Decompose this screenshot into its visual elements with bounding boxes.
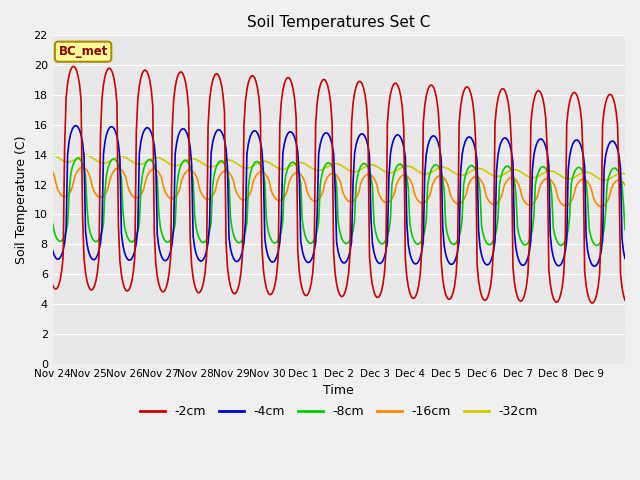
Y-axis label: Soil Temperature (C): Soil Temperature (C) <box>15 135 28 264</box>
Title: Soil Temperatures Set C: Soil Temperatures Set C <box>247 15 431 30</box>
Legend: -2cm, -4cm, -8cm, -16cm, -32cm: -2cm, -4cm, -8cm, -16cm, -32cm <box>134 400 543 423</box>
Text: BC_met: BC_met <box>58 45 108 58</box>
X-axis label: Time: Time <box>323 384 354 397</box>
